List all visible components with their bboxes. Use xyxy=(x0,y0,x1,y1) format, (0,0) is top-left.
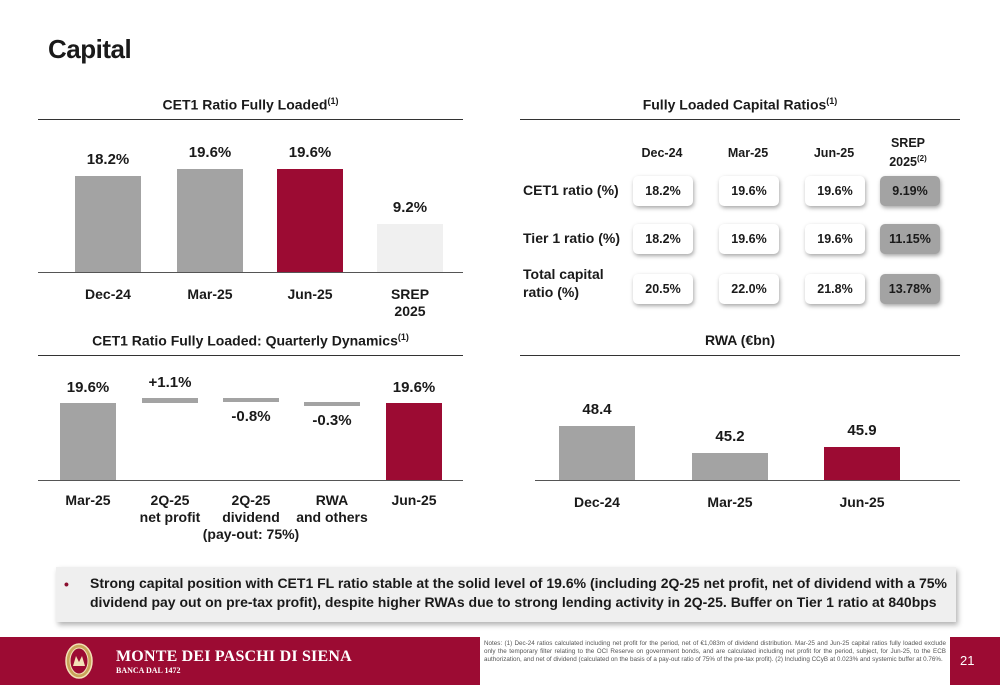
cet1-value-label-3: 9.2% xyxy=(392,198,428,216)
page-title: Capital xyxy=(48,34,132,64)
footer-notes-panel xyxy=(480,637,950,685)
cet1-bar-1 xyxy=(177,169,243,272)
cet1-chart-title-text: CET1 Ratio Fully Loaded xyxy=(162,96,328,113)
waterfall-bar-0 xyxy=(60,403,116,480)
waterfall-category-label-2: 2Q-25 dividend (pay-out: 75%) xyxy=(203,492,299,543)
capital-ratios-table: Dec-24 Mar-25 Jun-25 SREP 2025(2) CET1 r… xyxy=(520,125,960,320)
waterfall-bar-2 xyxy=(223,398,279,403)
cet1-category-label-3: SREP 2025 xyxy=(390,286,430,319)
row-label-cet1: CET1 ratio (%) xyxy=(523,182,619,198)
cell-tier1-srep: 11.15% xyxy=(880,224,940,254)
waterfall-chart-title: CET1 Ratio Fully Loaded: Quarterly Dynam… xyxy=(38,332,463,349)
rwa-bar-1 xyxy=(692,452,768,480)
cet1-chart-title: CET1 Ratio Fully Loaded(1) xyxy=(38,96,463,113)
cell-total-srep: 13.78% xyxy=(880,274,940,304)
bank-seal-logo xyxy=(65,643,93,679)
rwa-baseline xyxy=(535,480,960,481)
waterfall-bar-3 xyxy=(304,402,360,407)
page-number: 21 xyxy=(960,653,975,668)
rwa-category-label-1: Mar-25 xyxy=(707,494,753,510)
cet1-chart-rule xyxy=(38,119,463,120)
row-label-total-capital: Total capital ratio (%) xyxy=(523,266,604,300)
cell-cet1-mar25: 19.6% xyxy=(719,176,779,206)
cet1-bar-chart: 18.2% Dec-24 19.6% Mar-25 19.6% Jun-25 9.2% SRE… xyxy=(38,130,463,330)
waterfall-bar-1 xyxy=(142,398,198,403)
cet1-bar-3 xyxy=(377,223,443,272)
col-header-srep-sup: (2) xyxy=(917,154,927,163)
summary-box: • Strong capital position with CET1 FL r… xyxy=(56,567,956,622)
rwa-value-label-2: 45.9 xyxy=(847,421,877,439)
ratios-table-title: Fully Loaded Capital Ratios(1) xyxy=(520,96,960,113)
waterfall-category-label-0: Mar-25 xyxy=(65,492,110,509)
footer-notes: Notes: (1) Dec-24 ratios calculated incl… xyxy=(484,640,946,663)
waterfall-value-label-1: +1.1% xyxy=(148,374,192,392)
cell-cet1-srep: 9.19% xyxy=(880,176,940,206)
bank-name: MONTE DEI PASCHI DI SIENA xyxy=(116,648,352,665)
waterfall-category-line-1-0: 2Q-25 xyxy=(150,492,190,508)
waterfall-category-line-2-2: (pay-out: 75%) xyxy=(202,526,300,542)
rwa-chart-title: RWA (€bn) xyxy=(705,332,775,348)
waterfall-category-line-3-1: and others xyxy=(296,509,368,525)
cet1-value-label-2: 19.6% xyxy=(288,144,332,162)
waterfall-category-label-4: Jun-25 xyxy=(391,492,436,509)
summary-text: Strong capital position with CET1 FL rat… xyxy=(90,575,947,610)
waterfall-chart-title-sup: (1) xyxy=(397,332,409,342)
cet1-chart-title-sup: (1) xyxy=(327,96,339,106)
cet1-value-label-1: 19.6% xyxy=(188,144,232,162)
waterfall-bar-chart: 19.6% Mar-25 +1.1% 2Q-25 net profit -0.8% 2Q-2… xyxy=(38,365,463,560)
cell-cet1-dec24: 18.2% xyxy=(633,176,693,206)
rwa-value-label-1: 45.2 xyxy=(715,427,745,445)
cell-total-jun25: 21.8% xyxy=(805,274,865,304)
summary-bullet: • xyxy=(64,576,69,592)
cet1-category-label-2: Jun-25 xyxy=(287,286,333,302)
waterfall-baseline xyxy=(38,480,463,481)
rwa-chart-rule xyxy=(520,355,960,356)
cet1-bar-0 xyxy=(75,176,141,272)
waterfall-value-label-2: -0.8% xyxy=(231,408,271,426)
waterfall-value-label-3: -0.3% xyxy=(312,412,352,430)
cell-tier1-jun25: 19.6% xyxy=(805,224,865,254)
waterfall-category-label-3: RWA and others xyxy=(296,492,368,526)
rwa-value-label-0: 48.4 xyxy=(582,400,612,418)
waterfall-value-label-0: 19.6% xyxy=(66,379,110,396)
waterfall-category-line-2-0: 2Q-25 xyxy=(231,492,271,508)
ratios-table-rule xyxy=(520,119,960,120)
cet1-value-label-0: 18.2% xyxy=(86,151,130,169)
waterfall-category-line-2-1: dividend xyxy=(222,509,280,525)
col-header-dec24: Dec-24 xyxy=(641,146,683,160)
waterfall-category-label-1: 2Q-25 net profit xyxy=(140,492,201,526)
rwa-bar-2 xyxy=(824,446,900,480)
waterfall-category-line-0-0: Mar-25 xyxy=(65,492,111,508)
col-header-srep: SREP 2025(2) xyxy=(878,135,938,170)
cell-tier1-mar25: 19.6% xyxy=(719,224,779,254)
cet1-category-label-0: Dec-24 xyxy=(85,286,131,302)
col-header-mar25: Mar-25 xyxy=(727,146,769,160)
rwa-category-label-2: Jun-25 xyxy=(839,494,885,510)
cet1-category-label-1: Mar-25 xyxy=(187,286,233,302)
waterfall-chart-title-text: CET1 Ratio Fully Loaded: Quarterly Dynam… xyxy=(92,332,398,349)
cet1-bar-2 xyxy=(277,169,343,272)
bank-subtitle: BANCA DAL 1472 xyxy=(116,666,181,675)
cet1-baseline xyxy=(38,272,463,273)
waterfall-category-line-1-1: net profit xyxy=(139,509,201,525)
cell-tier1-dec24: 18.2% xyxy=(633,224,693,254)
rwa-bar-chart: 48.4 Dec-24 45.2 Mar-25 45.9 Jun-25 xyxy=(520,365,960,525)
waterfall-chart-rule xyxy=(38,355,463,356)
col-header-jun25: Jun-25 xyxy=(813,146,855,160)
waterfall-value-label-4: 19.6% xyxy=(392,379,436,396)
ratios-table-title-sup: (1) xyxy=(826,96,838,106)
waterfall-category-line-3-0: RWA xyxy=(315,492,349,508)
waterfall-bar-4 xyxy=(386,403,442,480)
cell-total-dec24: 20.5% xyxy=(633,274,693,304)
cell-cet1-jun25: 19.6% xyxy=(805,176,865,206)
waterfall-category-line-4-0: Jun-25 xyxy=(391,492,437,508)
col-header-srep-text: SREP 2025 xyxy=(889,136,926,170)
rwa-category-label-0: Dec-24 xyxy=(574,494,620,510)
rwa-bar-0 xyxy=(559,425,635,480)
ratios-table-title-text: Fully Loaded Capital Ratios xyxy=(642,96,827,113)
row-label-tier1: Tier 1 ratio (%) xyxy=(523,230,620,246)
cell-total-mar25: 22.0% xyxy=(719,274,779,304)
